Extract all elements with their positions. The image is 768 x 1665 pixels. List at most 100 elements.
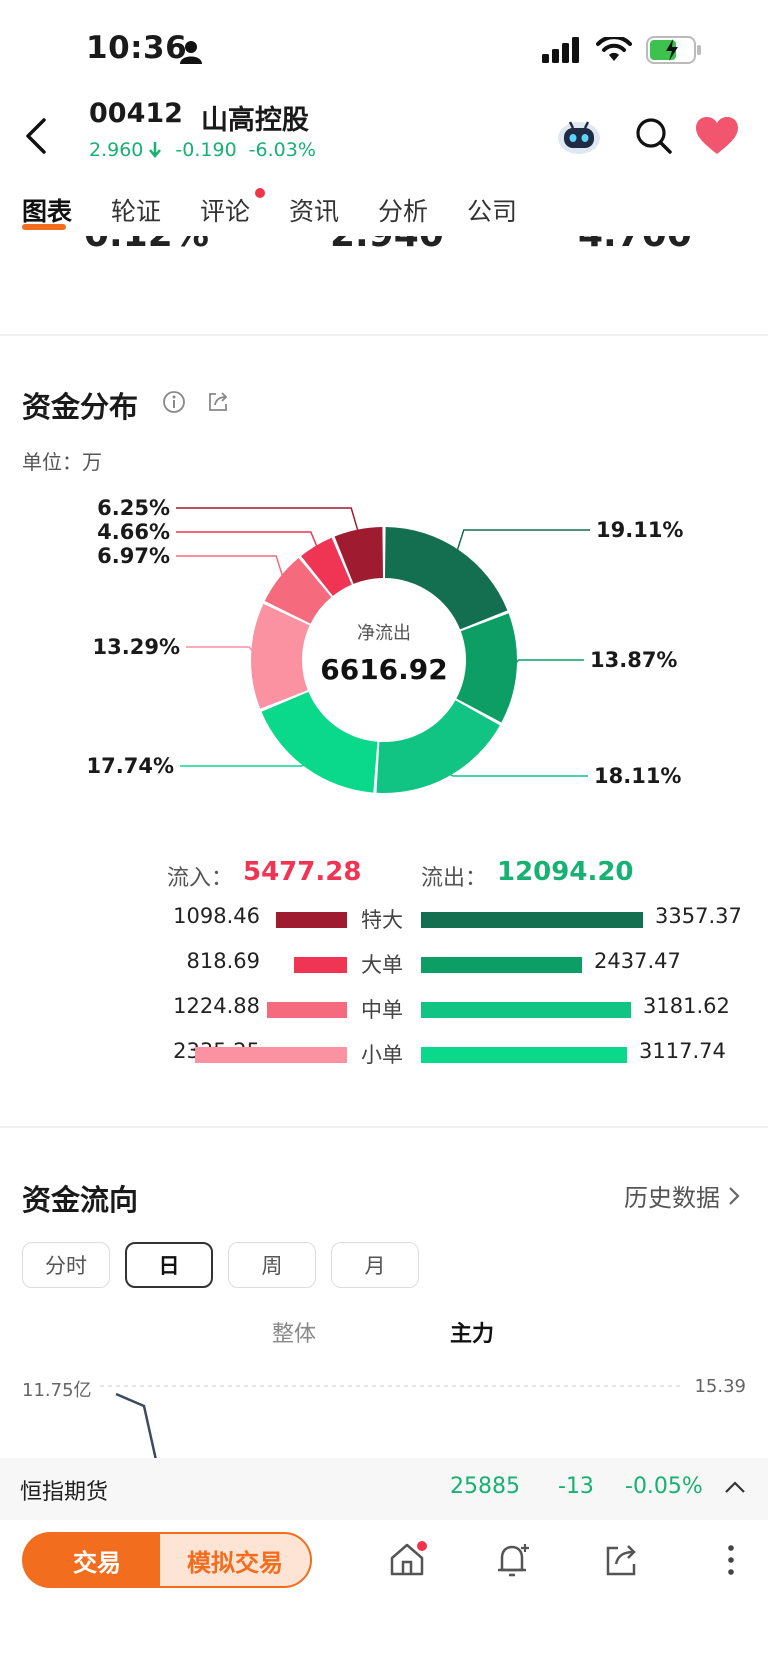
search-icon[interactable] bbox=[634, 116, 674, 156]
order-size-label: 中单 bbox=[361, 998, 403, 1022]
favorite-heart-icon[interactable] bbox=[695, 116, 739, 156]
donut-slice bbox=[264, 558, 332, 624]
share-icon[interactable] bbox=[602, 1540, 642, 1580]
period-label: 周 bbox=[261, 1254, 283, 1278]
tab-label: 轮证 bbox=[111, 197, 162, 226]
tab-label: 图表 bbox=[22, 197, 73, 226]
outflow-bar bbox=[421, 1002, 631, 1018]
futures-change: -13 bbox=[558, 1474, 594, 1499]
tab-label: 公司 bbox=[467, 197, 518, 226]
main-flow-line bbox=[115, 1392, 158, 1461]
inflow-bar bbox=[267, 1002, 347, 1018]
slice-pct-label: 19.11% bbox=[596, 518, 683, 542]
bottom-toolbar: 交易 模拟交易 bbox=[0, 1520, 768, 1665]
tab-comments[interactable]: 评论 bbox=[200, 188, 289, 228]
leader-line bbox=[176, 507, 360, 536]
futures-ticker[interactable]: 恒指期货 25885 -13 -0.05% bbox=[0, 1458, 768, 1520]
tab-company[interactable]: 公司 bbox=[467, 192, 556, 228]
history-label: 历史数据 bbox=[624, 1184, 720, 1212]
scrolled-stats-strip: 0.12% 2.940 4.700 bbox=[0, 236, 768, 262]
donut-slice bbox=[334, 527, 384, 584]
futures-change-pct: -0.05% bbox=[625, 1474, 703, 1499]
period-day[interactable]: 日 bbox=[125, 1242, 213, 1288]
inflow-value: 5477.28 bbox=[243, 857, 362, 887]
inflow-amount: 1224.88 bbox=[173, 994, 260, 1018]
back-icon[interactable] bbox=[22, 116, 50, 156]
donut-slice bbox=[376, 700, 500, 793]
simulated-trade-button[interactable]: 模拟交易 bbox=[158, 1532, 312, 1588]
top-tabs: 图表 轮证 评论 资讯 分析 公司 bbox=[22, 188, 556, 230]
outflow-amount: 3357.37 bbox=[655, 904, 742, 928]
subtab-main[interactable]: 主力 bbox=[450, 1322, 495, 1347]
futures-name: 恒指期货 bbox=[20, 1480, 109, 1505]
y-axis-right-top: 15.39 bbox=[694, 1376, 746, 1397]
tab-active-indicator bbox=[22, 224, 66, 230]
futures-value: 25885 bbox=[450, 1474, 520, 1499]
inflow-label: 流入： bbox=[167, 866, 234, 891]
y-axis-left-top: 11.75亿 bbox=[22, 1380, 92, 1401]
status-indicators bbox=[542, 36, 702, 64]
arrow-down-icon bbox=[149, 142, 162, 158]
outflow-amount: 2437.47 bbox=[594, 949, 681, 973]
outflow-bar bbox=[421, 957, 582, 973]
tab-warrants[interactable]: 轮证 bbox=[111, 192, 200, 228]
person-icon bbox=[180, 41, 202, 64]
inflow-amount: 1098.46 bbox=[173, 904, 260, 928]
tab-analysis[interactable]: 分析 bbox=[378, 192, 467, 228]
stock-title: 00412 山高控股 bbox=[89, 98, 309, 137]
wifi-icon bbox=[596, 37, 632, 61]
period-intraday[interactable]: 分时 bbox=[22, 1242, 110, 1288]
outflow-bar bbox=[421, 1047, 627, 1063]
robot-assistant-icon[interactable] bbox=[556, 114, 602, 156]
tab-label: 评论 bbox=[200, 197, 251, 226]
leader-line bbox=[180, 762, 310, 767]
chevron-right-icon bbox=[729, 1186, 740, 1205]
share-icon[interactable] bbox=[206, 390, 230, 414]
donut-slice bbox=[384, 527, 508, 630]
leader-line bbox=[510, 659, 584, 669]
slice-pct-label: 18.11% bbox=[594, 764, 681, 788]
donut-slice bbox=[251, 603, 310, 709]
donut-slice bbox=[261, 691, 378, 793]
inflow-bar bbox=[195, 1047, 347, 1063]
subtab-overall[interactable]: 整体 bbox=[272, 1322, 317, 1347]
inflow-bar bbox=[276, 912, 347, 928]
leader-line bbox=[444, 770, 588, 777]
leader-line bbox=[176, 531, 320, 552]
period-selector: 分时 日 周 月 bbox=[22, 1242, 419, 1288]
order-size-row: 2335.25 小单 3117.74 bbox=[0, 1035, 768, 1075]
order-size-label: 特大 bbox=[361, 908, 403, 932]
order-size-row: 1224.88 中单 3181.62 bbox=[0, 990, 768, 1030]
slice-pct-label: 13.87% bbox=[590, 648, 677, 672]
period-month[interactable]: 月 bbox=[331, 1242, 419, 1288]
stock-quote: 2.960 -0.190 -6.03% bbox=[89, 139, 316, 161]
more-options-icon[interactable] bbox=[716, 1540, 756, 1580]
tab-label: 资讯 bbox=[289, 197, 340, 226]
section-divider bbox=[0, 1126, 768, 1128]
unit-label: 单位：万 bbox=[22, 450, 102, 474]
period-label: 日 bbox=[158, 1254, 180, 1278]
center-value: 6616.92 bbox=[320, 653, 448, 686]
tab-news[interactable]: 资讯 bbox=[289, 192, 378, 228]
order-size-row: 818.69 大单 2437.47 bbox=[0, 945, 768, 985]
info-icon[interactable] bbox=[162, 390, 186, 414]
history-data-link[interactable]: 历史数据 bbox=[624, 1178, 740, 1213]
alert-bell-icon[interactable] bbox=[494, 1540, 534, 1580]
period-label: 分时 bbox=[45, 1254, 87, 1278]
flow-chart-canvas bbox=[100, 1385, 684, 1461]
stock-price: 2.960 bbox=[89, 139, 144, 161]
leader-line bbox=[455, 529, 590, 556]
trade-button[interactable]: 交易 bbox=[22, 1532, 172, 1588]
notification-dot bbox=[255, 188, 265, 198]
period-week[interactable]: 周 bbox=[228, 1242, 316, 1288]
period-label: 月 bbox=[364, 1254, 386, 1278]
outflow-bar bbox=[421, 912, 643, 928]
stock-code: 00412 bbox=[89, 98, 183, 129]
chevron-up-icon[interactable] bbox=[724, 1480, 746, 1494]
slice-pct-label: 4.66% bbox=[97, 520, 170, 544]
tab-chart[interactable]: 图表 bbox=[22, 192, 111, 230]
battery-icon bbox=[646, 36, 701, 64]
stock-change-pct: -6.03% bbox=[248, 139, 316, 161]
tab-label: 分析 bbox=[378, 197, 429, 226]
home-icon[interactable] bbox=[387, 1540, 427, 1580]
